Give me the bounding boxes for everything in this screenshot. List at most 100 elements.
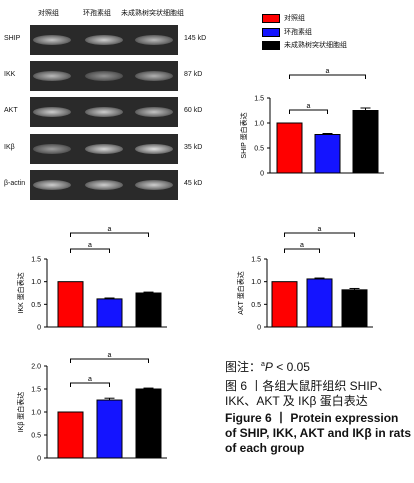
legend-item-control: 对照组	[262, 13, 305, 23]
bar-0	[276, 122, 303, 174]
blot-band	[33, 180, 71, 190]
bar-1	[96, 298, 123, 328]
y-tick-label: 1.5	[31, 257, 41, 264]
y-tick-label: 0.5	[31, 433, 41, 440]
bar-2	[341, 289, 368, 328]
blot-strip	[30, 97, 178, 127]
blot-strip	[30, 61, 178, 91]
significance-label: a	[300, 242, 304, 249]
blot-band	[135, 35, 173, 45]
significance-bracket	[70, 232, 149, 237]
y-tick-label: 1.0	[31, 410, 41, 417]
bar-0	[271, 281, 298, 328]
y-tick-label: 1.5	[254, 96, 264, 103]
blot-band	[33, 35, 71, 45]
blot-band	[85, 144, 123, 154]
significance-note: 图注：aP < 0.05	[225, 360, 310, 374]
caption-title-en: Figure 6 丨 Protein expression of SHIP, I…	[225, 411, 412, 455]
blot-band	[85, 71, 123, 81]
bar-2	[135, 292, 162, 328]
blot-band	[135, 144, 173, 154]
y-tick-label: 1.5	[251, 257, 261, 264]
bar-1	[306, 278, 333, 328]
y-tick-label: 2.0	[31, 364, 41, 371]
bar-0	[57, 281, 84, 328]
blot-protein-label: SHIP	[4, 35, 21, 42]
y-tick-label: 0.5	[31, 302, 41, 309]
significance-bracket	[70, 382, 110, 387]
y-tick-label: 1.0	[254, 121, 264, 128]
blot-strip	[30, 25, 178, 55]
y-axis-label: SHIP 蛋白表达	[239, 112, 248, 158]
bar-2	[352, 110, 379, 174]
blot-protein-label: IKK	[4, 71, 16, 78]
y-tick-label: 0	[257, 325, 261, 332]
blot-kd-label: 60 kD	[184, 107, 203, 114]
chart-ikk: 0 0.5 1.0 1.5 IKK 蛋白表达 a a	[0, 215, 195, 345]
blot-band	[85, 180, 123, 190]
blot-band	[135, 180, 173, 190]
caption-title-cn: 图 6 丨各组大鼠肝组织 SHIP、IKK、AKT 及 IKβ 蛋白表达	[225, 379, 390, 408]
significance-label: a	[88, 376, 92, 383]
chart-ikk-svg: 0 0.5 1.0 1.5 IKK 蛋白表达 a a	[16, 226, 167, 332]
blot-band	[33, 144, 71, 154]
blot-lane-label-control: 对照组	[38, 10, 59, 17]
significance-bracket	[284, 232, 355, 237]
y-axis-label: IKK 蛋白表达	[16, 272, 25, 313]
blot-protein-label: β-actin	[4, 180, 26, 187]
y-tick-label: 0.5	[251, 302, 261, 309]
legend-swatch-cyclosporine	[262, 27, 280, 37]
legend-swatch-control	[262, 13, 280, 23]
blot-band	[33, 107, 71, 117]
y-tick-label: 1.0	[31, 279, 41, 286]
significance-label: a	[108, 226, 112, 233]
bar-1	[96, 399, 123, 459]
blot-kd-label: 45 kD	[184, 180, 203, 187]
y-tick-label: 0	[260, 171, 264, 178]
blot-protein-label: AKT	[4, 107, 18, 114]
legend-label-imdc: 未成熟树突状细胞组	[284, 42, 347, 49]
significance-label: a	[326, 68, 330, 75]
y-tick-label: 0	[37, 456, 41, 463]
blot-kd-label: 87 kD	[184, 71, 203, 78]
blot-protein-label: IKβ	[4, 144, 15, 151]
bar-2	[135, 388, 162, 459]
significance-bracket	[70, 248, 110, 253]
chart-akt-svg: 0 0.5 1.0 1.5 AKT 蛋白表达 a a	[236, 226, 373, 332]
chart-ikb-svg: 0 0.5 1.0 1.5 2.0 IKβ 蛋白表达 a a	[16, 352, 167, 463]
y-tick-label: 0	[37, 325, 41, 332]
y-axis-label: AKT 蛋白表达	[236, 271, 245, 314]
significance-bracket	[289, 109, 328, 114]
significance-label: a	[318, 226, 322, 233]
western-blot-panel: 对照组 环孢素组 未成熟树突状细胞组 SHIP 145 kD IKK 87 kD AKT…	[0, 0, 230, 200]
chart-ship: 0 0.5 1.0 1.5 SHIP 蛋白表达 a a	[225, 60, 395, 210]
significance-bracket	[289, 74, 366, 79]
significance-bracket	[284, 248, 320, 253]
significance-bracket	[70, 358, 149, 363]
blot-strip	[30, 170, 178, 200]
significance-label: a	[307, 103, 311, 110]
chart-ikb: 0 0.5 1.0 1.5 2.0 IKβ 蛋白表达 a a	[0, 345, 195, 478]
legend-swatch-imdc	[262, 40, 280, 50]
y-tick-label: 1.5	[31, 387, 41, 394]
legend-item-imdc: 未成熟树突状细胞组	[262, 40, 347, 50]
y-axis-label: IKβ 蛋白表达	[16, 392, 25, 433]
blot-kd-label: 145 kD	[184, 35, 207, 42]
legend-label-cyclosporine: 环孢素组	[284, 29, 312, 36]
bar-0	[57, 411, 84, 459]
figure-caption: 图注：aP < 0.05 图 6 丨各组大鼠肝组织 SHIP、IKK、AKT 及…	[225, 357, 411, 456]
bar-1	[314, 134, 341, 174]
legend-label-control: 对照组	[284, 15, 305, 22]
blot-band	[135, 71, 173, 81]
y-tick-label: 1.0	[251, 279, 261, 286]
blot-kd-label: 35 kD	[184, 144, 203, 151]
blot-band	[33, 71, 71, 81]
y-tick-label: 0.5	[254, 146, 264, 153]
blot-band	[85, 35, 123, 45]
blot-lane-label-cyclosporine: 环孢素组	[83, 10, 111, 17]
blot-strip	[30, 134, 178, 164]
blot-lane-label-imdc: 未成熟树突状细胞组	[121, 10, 184, 17]
significance-label: a	[108, 352, 112, 359]
legend-item-cyclosporine: 环孢素组	[262, 27, 312, 37]
blot-band	[85, 107, 123, 117]
